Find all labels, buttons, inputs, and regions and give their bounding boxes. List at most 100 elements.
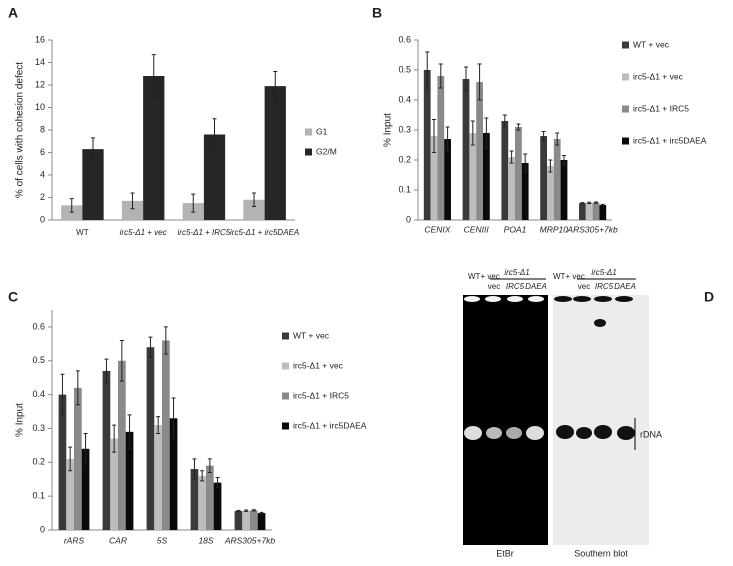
y-tick-label: 0.4 bbox=[32, 389, 45, 399]
southern-blot bbox=[553, 295, 649, 545]
legend-swatch bbox=[282, 422, 289, 430]
x-tick-label: ARS305+7kb bbox=[224, 535, 276, 545]
error-bar bbox=[75, 370, 80, 406]
error-bar bbox=[112, 424, 117, 453]
x-tick-label: 5S bbox=[157, 535, 168, 545]
bar bbox=[206, 465, 214, 530]
legend-label: irc5-Δ1 + irc5DAEA bbox=[633, 135, 707, 145]
bar bbox=[560, 160, 568, 220]
y-tick-label: 0.2 bbox=[32, 457, 45, 467]
error-bar bbox=[215, 477, 220, 489]
bar bbox=[501, 121, 509, 220]
error-bar bbox=[445, 126, 450, 152]
error-bar bbox=[502, 114, 507, 128]
bar bbox=[515, 127, 522, 220]
x-tick-label: ARS305+7kb bbox=[566, 224, 618, 234]
error-bar bbox=[69, 198, 74, 213]
legend-swatch bbox=[622, 105, 629, 113]
error-bar bbox=[509, 150, 514, 164]
legend-label: WT + vec bbox=[633, 39, 670, 49]
x-tick-label: rARS bbox=[64, 535, 85, 545]
bar bbox=[190, 469, 199, 530]
y-tick-label: 0 bbox=[40, 214, 45, 224]
band-label: rDNA bbox=[640, 429, 662, 439]
bar bbox=[462, 79, 470, 220]
y-tick-label: 16 bbox=[35, 34, 45, 44]
error-bar bbox=[83, 433, 88, 465]
x-tick-label: POA1 bbox=[504, 224, 527, 234]
y-axis-label: % of cells with cohesion defect bbox=[15, 62, 26, 198]
y-tick-label: 0.5 bbox=[32, 355, 45, 365]
error-bar bbox=[580, 202, 585, 205]
bar bbox=[476, 82, 483, 220]
bar bbox=[521, 163, 529, 220]
error-bar bbox=[587, 201, 592, 204]
x-tick-label: CENIII bbox=[464, 224, 490, 234]
legend-label: irc5-Δ1 + IRC5 bbox=[633, 103, 689, 113]
bar bbox=[203, 134, 226, 220]
error-bar bbox=[200, 470, 205, 482]
lane-label: IRC5 bbox=[595, 282, 614, 291]
bar bbox=[125, 431, 134, 530]
legend-swatch bbox=[282, 332, 289, 340]
bar bbox=[110, 438, 118, 530]
error-bar bbox=[130, 192, 135, 210]
lane-label: vec bbox=[578, 282, 590, 291]
bar bbox=[162, 340, 170, 530]
error-bar bbox=[127, 414, 132, 450]
y-tick-label: 0 bbox=[406, 214, 411, 224]
x-tick-label: 18S bbox=[198, 535, 213, 545]
bar bbox=[444, 139, 451, 220]
y-tick-label: 0.3 bbox=[398, 124, 411, 134]
error-bar bbox=[516, 123, 521, 131]
bar bbox=[213, 482, 222, 530]
bar bbox=[234, 511, 243, 530]
legend-swatch bbox=[622, 73, 629, 81]
error-bar bbox=[523, 153, 528, 173]
legend-swatch bbox=[622, 137, 629, 145]
legend-label: irc5-Δ1 + IRC5 bbox=[293, 390, 349, 400]
bar bbox=[437, 76, 445, 220]
error-bar bbox=[60, 373, 65, 416]
x-tick-label: CAR bbox=[109, 535, 127, 545]
error-bar bbox=[251, 192, 256, 207]
error-bar bbox=[151, 54, 156, 98]
error-bar bbox=[273, 71, 278, 102]
error-bar bbox=[541, 131, 546, 141]
bar bbox=[599, 205, 607, 220]
bar bbox=[118, 360, 126, 530]
error-bar bbox=[91, 137, 96, 161]
bar bbox=[547, 166, 554, 220]
lane-label: DAEA bbox=[614, 282, 636, 291]
error-bar bbox=[163, 326, 168, 355]
legend-swatch bbox=[282, 362, 289, 370]
legend-swatch bbox=[622, 41, 629, 49]
bar bbox=[243, 199, 265, 220]
panel-letter: B bbox=[372, 5, 382, 21]
error-bar bbox=[561, 155, 566, 165]
y-tick-label: 0.4 bbox=[398, 94, 411, 104]
y-tick-label: 0.5 bbox=[398, 64, 411, 74]
y-tick-label: 0.1 bbox=[398, 184, 411, 194]
error-bar bbox=[156, 416, 161, 435]
y-tick-label: 0.6 bbox=[32, 321, 45, 331]
error-bar bbox=[464, 66, 469, 92]
y-tick-label: 2 bbox=[40, 192, 45, 202]
error-bar bbox=[104, 358, 109, 384]
legend-label: irc5-Δ1 + irc5DAEA bbox=[293, 420, 367, 430]
bar bbox=[430, 136, 438, 220]
y-axis-label: % Input bbox=[15, 403, 26, 437]
legend-swatch bbox=[305, 148, 312, 156]
error-bar bbox=[192, 458, 197, 480]
error-bar bbox=[191, 193, 196, 213]
error-bar bbox=[484, 117, 489, 149]
panel-letter: C bbox=[8, 289, 18, 305]
x-tick-label: CENIX bbox=[424, 224, 450, 234]
x-tick-label: WT bbox=[76, 228, 89, 237]
panel-letter: A bbox=[8, 5, 18, 21]
legend-swatch bbox=[305, 128, 312, 136]
bar bbox=[81, 448, 90, 530]
error-bar bbox=[600, 203, 605, 207]
wt-label: WT+ vec bbox=[468, 272, 500, 281]
error-bar bbox=[593, 201, 598, 204]
